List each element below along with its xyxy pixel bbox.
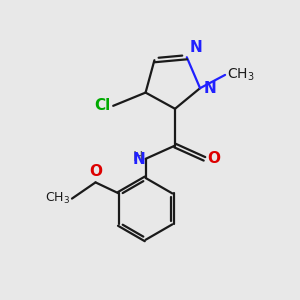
Text: N: N <box>204 81 216 96</box>
Text: N: N <box>189 40 202 55</box>
Text: O: O <box>207 151 220 166</box>
Text: CH$_3$: CH$_3$ <box>45 191 70 206</box>
Text: N: N <box>133 152 146 167</box>
Text: O: O <box>89 164 102 179</box>
Text: Cl: Cl <box>94 98 111 113</box>
Text: CH$_3$: CH$_3$ <box>226 67 254 83</box>
Text: H: H <box>132 150 142 164</box>
